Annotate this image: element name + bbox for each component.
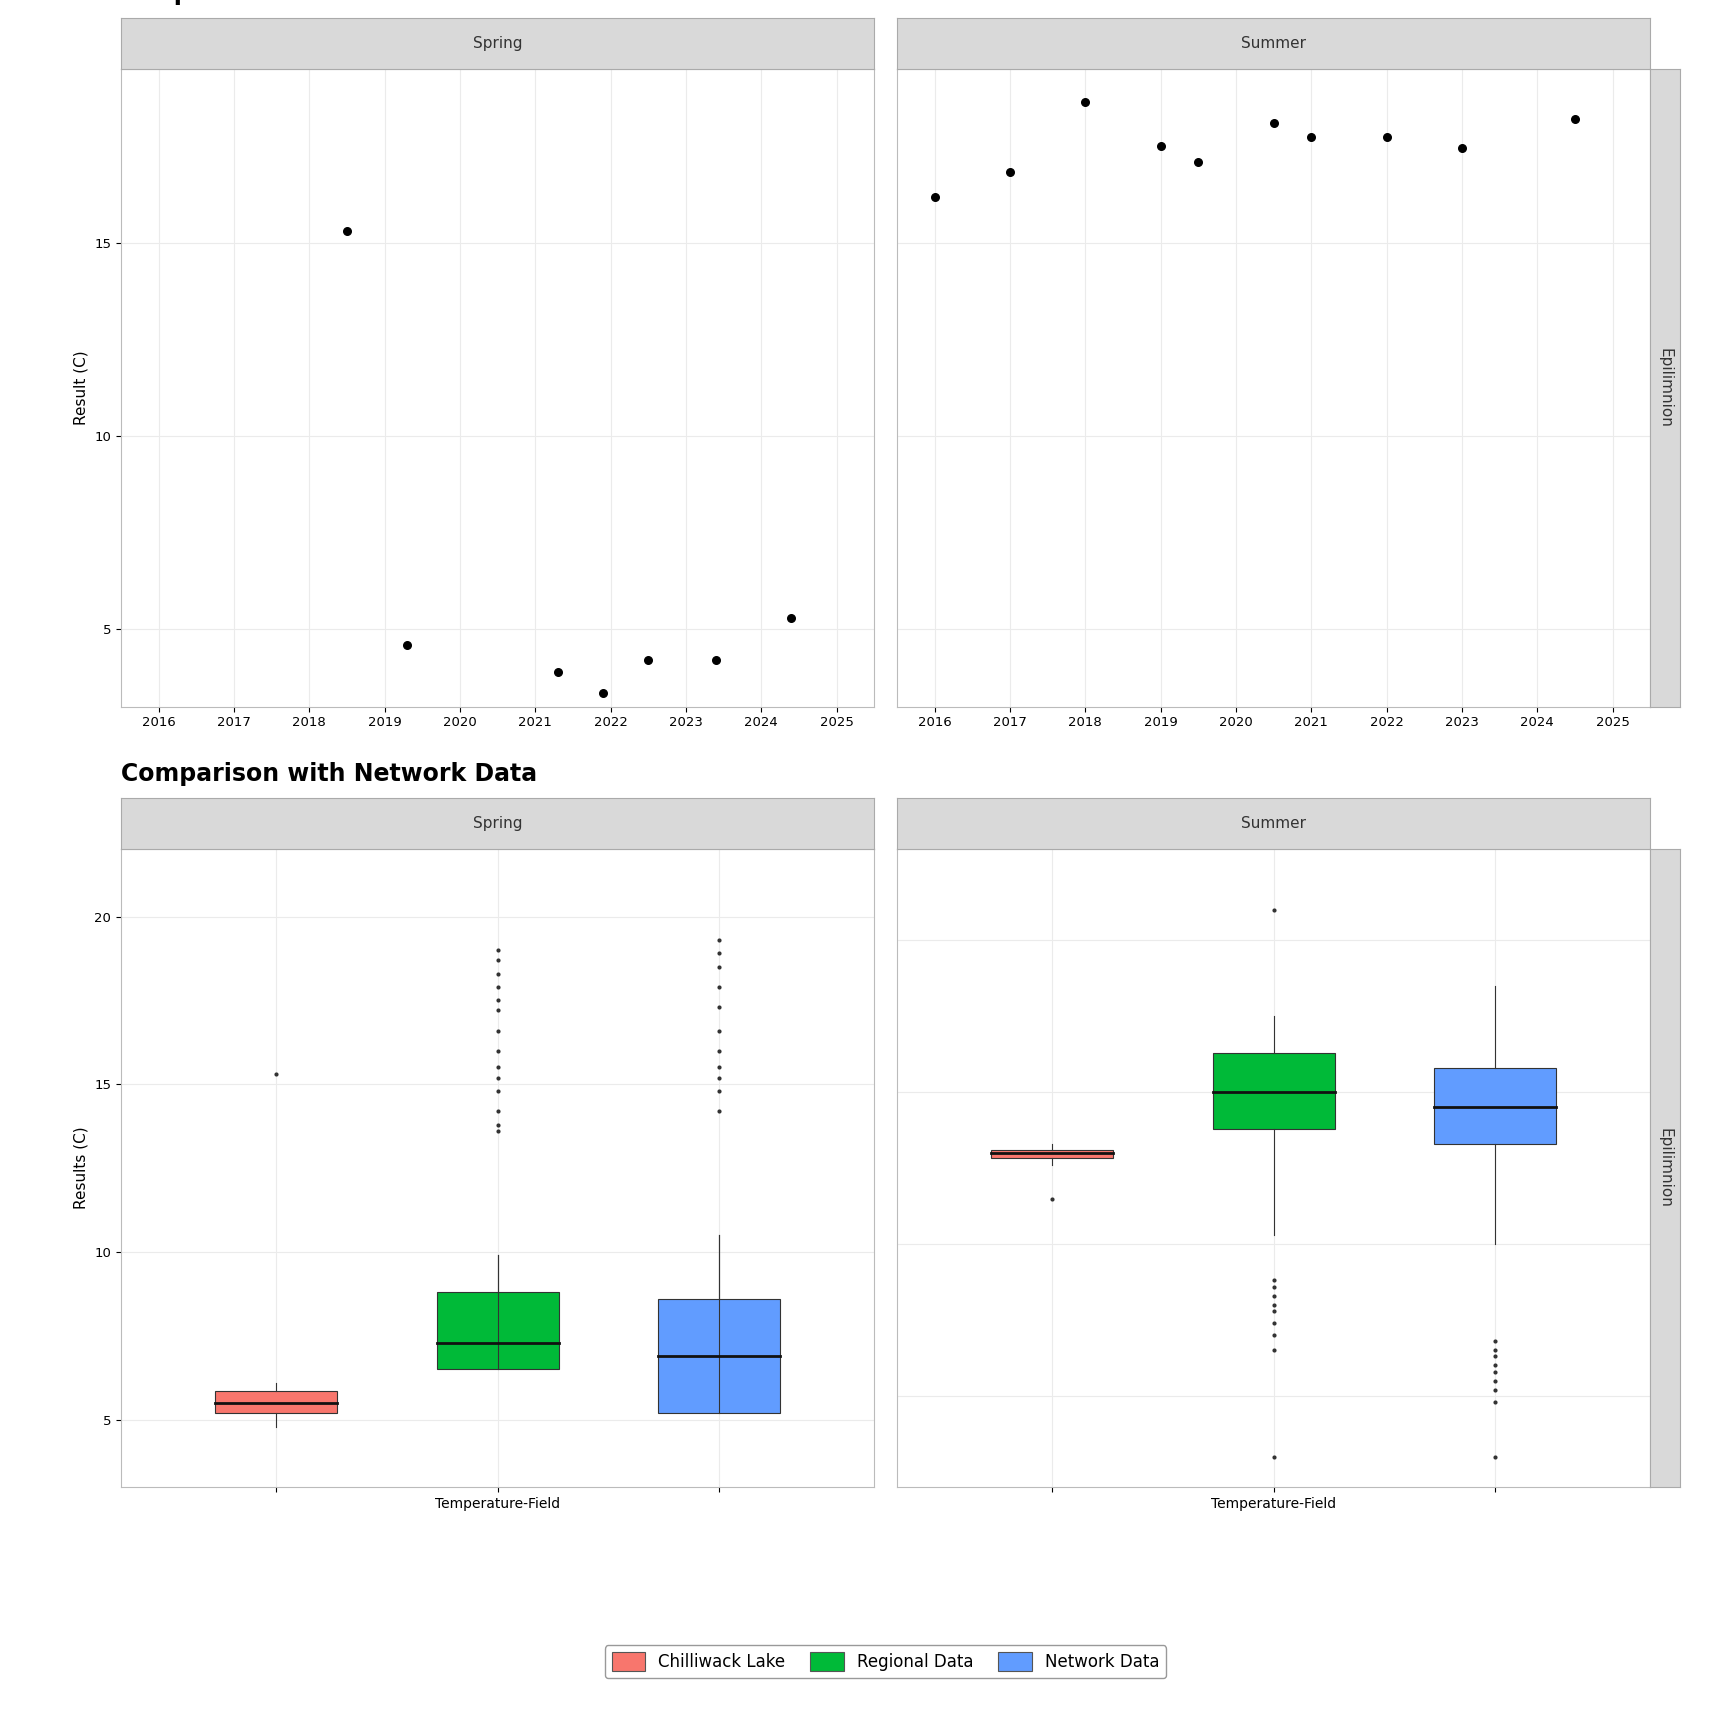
Bar (658, 1299, 779, 1414)
Point (1071, 88, 1099, 116)
Point (1184, 149, 1211, 176)
Point (1448, 135, 1476, 162)
Bar (214, 1391, 337, 1414)
Bar (437, 1293, 558, 1370)
Point (921, 183, 949, 211)
Legend: Chilliwack Lake, Regional Data, Network Data: Chilliwack Lake, Regional Data, Network … (605, 1645, 1166, 1678)
Point (1260, 109, 1287, 137)
Y-axis label: Results (C): Results (C) (74, 1127, 88, 1210)
Bar (1434, 1068, 1557, 1144)
Bar (992, 1149, 1113, 1158)
Point (544, 658, 572, 686)
Point (702, 646, 729, 674)
Bar (1213, 1052, 1334, 1128)
Point (634, 646, 662, 674)
Point (334, 218, 361, 245)
Point (778, 603, 805, 631)
Point (1372, 123, 1400, 150)
Point (1147, 133, 1175, 161)
Text: Temperature-Field: Temperature-Field (121, 0, 366, 5)
Text: Comparison with Network Data: Comparison with Network Data (121, 762, 537, 786)
Point (1298, 123, 1325, 150)
Point (1560, 105, 1588, 133)
Point (995, 157, 1023, 185)
Point (589, 679, 617, 707)
Point (394, 631, 422, 658)
Y-axis label: Result (C): Result (C) (74, 351, 88, 425)
